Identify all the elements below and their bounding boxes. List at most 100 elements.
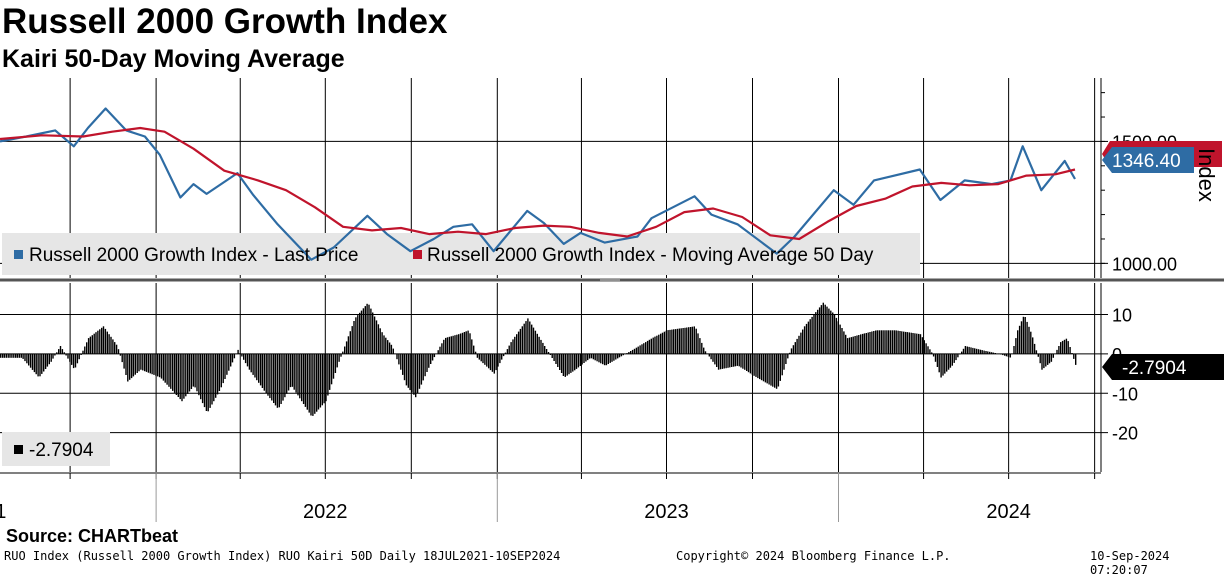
kairi-bar (868, 333, 869, 354)
kairi-bar (368, 305, 369, 354)
kairi-bar (56, 352, 57, 354)
kairi-bar (434, 354, 435, 357)
kairi-bar (768, 354, 769, 385)
kairi-bar (333, 354, 334, 379)
kairi-bar (495, 354, 496, 370)
kairi-bar (464, 332, 465, 354)
kairi-bar (95, 332, 96, 354)
y-tick-label: -10 (1112, 384, 1138, 404)
legend-swatch-ma (413, 250, 422, 259)
kairi-bar (753, 354, 754, 376)
kairi-bar (421, 354, 422, 385)
kairi-bar (370, 309, 371, 354)
kairi-bar (667, 330, 668, 354)
kairi-bar (765, 354, 766, 383)
kairi-bar (361, 311, 362, 354)
kairi-bar (180, 354, 181, 399)
kairi-bar (157, 354, 158, 377)
kairi-bar (838, 321, 839, 354)
kairi-bar (839, 325, 840, 354)
kairi-bar (43, 354, 44, 372)
kairi-bar (292, 354, 293, 387)
kairi-bar (503, 354, 504, 356)
kairi-bar (531, 325, 532, 354)
kairi-bar (194, 354, 195, 388)
legend-swatch-price (14, 250, 23, 259)
kairi-bar (944, 354, 945, 374)
kairi-bar (1047, 354, 1048, 365)
kairi-bar (11, 354, 12, 358)
legend-label-price: Russell 2000 Growth Index - Last Price (29, 245, 359, 266)
kairi-bar (73, 354, 74, 368)
y-tick-label: 1000.00 (1112, 254, 1177, 274)
kairi-bar (510, 342, 511, 354)
kairi-bar (669, 330, 670, 354)
kairi-bar (886, 330, 887, 354)
kairi-bar (159, 354, 160, 377)
kairi-bar (854, 336, 855, 354)
kairi-bar (393, 349, 394, 354)
kairi-bar (37, 354, 38, 377)
kairi-bar (24, 354, 25, 361)
kairi-bar (208, 354, 209, 411)
kairi-bar (245, 354, 246, 363)
kairi-bar (772, 354, 773, 387)
kairi-bar (409, 354, 410, 390)
kairi-bar (168, 354, 169, 387)
kairi-bar (432, 354, 433, 361)
kairi-bar (600, 354, 601, 363)
kairi-bar (138, 354, 139, 371)
kairi-bar (271, 354, 272, 401)
kairi-bar (808, 322, 809, 354)
kairi-bar (585, 354, 586, 362)
kairi-bar (223, 354, 224, 383)
kairi-bar (974, 348, 975, 354)
kairi-bar (509, 346, 510, 354)
kairi-bar (103, 326, 104, 354)
kairi-bar (512, 339, 513, 353)
kairi-bar (148, 354, 149, 373)
kairi-bar (619, 354, 620, 357)
kairi-bar (15, 354, 16, 358)
kairi-bar (877, 330, 878, 354)
kairi-bar (632, 350, 633, 354)
kairi-bar (329, 354, 330, 390)
kairi-bar (552, 354, 553, 358)
kairi-bar (299, 354, 300, 398)
kairi-bar (810, 319, 811, 354)
kairi-bar (804, 326, 805, 354)
kairi-bar (359, 313, 360, 354)
kairi-bar (303, 354, 304, 404)
kairi-bar (959, 354, 960, 355)
kairi-bar (1021, 321, 1022, 354)
kairi-bar (598, 354, 599, 362)
kairi-bar (965, 346, 966, 354)
y-tick-label: 10 (1112, 306, 1132, 326)
kairi-bar (295, 354, 296, 393)
kairi-bar (1053, 354, 1054, 358)
kairi-bar (142, 354, 143, 371)
kairi-bar (153, 354, 154, 375)
kairi-bar (385, 338, 386, 354)
footer-right: 10-Sep-2024 07:20:07 (1090, 549, 1224, 577)
kairi-bar (1038, 354, 1039, 357)
kairi-bar (529, 322, 530, 354)
kairi-bar (449, 337, 450, 354)
kairi-bar (288, 354, 289, 391)
kairi-bar (335, 354, 336, 373)
kairi-bar (811, 317, 812, 354)
price-value-label: 1346.40 (1112, 151, 1181, 172)
x-tick-label: 2023 (644, 501, 689, 523)
kairi-bar (116, 345, 117, 354)
kairi-bar (290, 354, 291, 387)
moving-average-line (0, 128, 1075, 239)
kairi-bar (155, 354, 156, 376)
kairi-bar (701, 343, 702, 354)
kairi-bar (406, 354, 407, 386)
kairi-bar (783, 354, 784, 370)
kairi-bar (316, 354, 317, 412)
kairi-bar (892, 330, 893, 354)
kairi-bar (135, 354, 136, 375)
kairi-bar (1058, 346, 1059, 354)
kairi-bar (305, 354, 306, 407)
